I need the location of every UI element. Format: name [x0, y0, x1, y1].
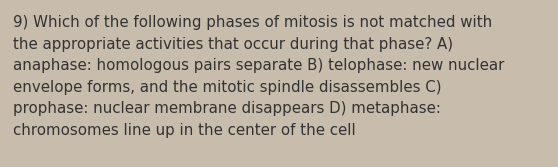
- Text: 9) Which of the following phases of mitosis is not matched with
the appropriate : 9) Which of the following phases of mito…: [13, 15, 504, 138]
